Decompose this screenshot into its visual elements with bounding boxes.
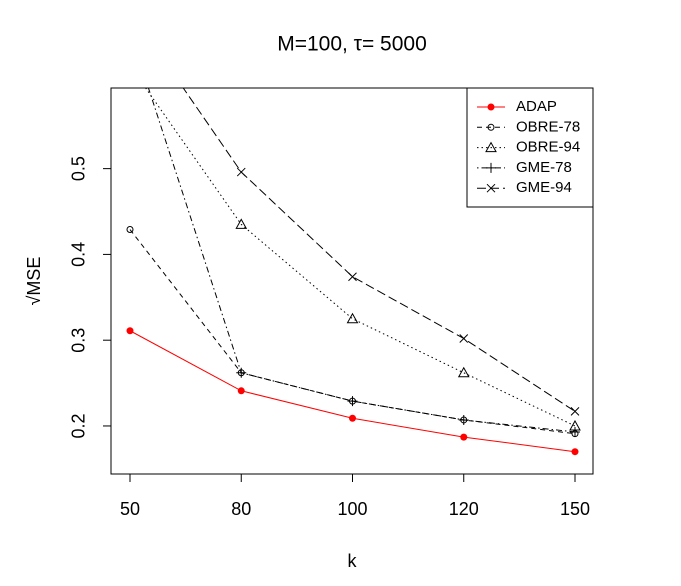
marker [236, 367, 247, 378]
x-tick-label: 80 [231, 499, 251, 519]
marker [459, 334, 469, 343]
marker [570, 426, 580, 437]
series-line [145, 88, 576, 427]
plot-area [125, 7, 581, 456]
marker [236, 167, 246, 177]
x-tick-label: 150 [560, 499, 590, 519]
marker [126, 7, 134, 15]
legend-label: OBRE-78 [516, 118, 580, 135]
x-tick-label: 100 [337, 499, 367, 519]
marker [347, 396, 358, 407]
marker [126, 226, 134, 234]
marker [485, 141, 497, 153]
marker [486, 183, 496, 193]
legend-label: GME-94 [516, 179, 572, 196]
x-axis-label: k [348, 551, 358, 571]
marker [487, 123, 495, 131]
x-tick-label: 120 [449, 499, 479, 519]
marker [457, 366, 470, 378]
legend-box [466, 87, 594, 208]
chart-title: M=100, τ= 5000 [277, 33, 427, 56]
series-line [182, 88, 576, 412]
series-line [129, 330, 576, 453]
marker [346, 312, 359, 324]
marker [125, 61, 135, 70]
marker [348, 272, 357, 282]
marker [486, 162, 496, 173]
legend: ADAP OBRE-78 OBRE-94 GME-78 GME-94 [466, 87, 594, 208]
legend-label: ADAP [516, 98, 557, 115]
legend-label: GME-78 [516, 159, 572, 176]
marker [487, 103, 495, 111]
marker [570, 407, 580, 416]
marker [125, 26, 135, 36]
series-line [129, 229, 576, 435]
marker [571, 448, 579, 456]
y-tick-label: 0.3 [69, 328, 89, 353]
marker [126, 327, 134, 335]
x-tick-label: 50 [120, 499, 140, 519]
marker [458, 414, 469, 425]
legend-label: OBRE-94 [516, 139, 580, 156]
marker [460, 433, 468, 441]
marker [349, 414, 356, 422]
y-tick-label: 0.2 [69, 413, 89, 438]
y-tick-label: 0.5 [69, 156, 89, 181]
series-line [147, 88, 576, 433]
marker [237, 387, 245, 395]
y-tick-label: 0.4 [69, 242, 89, 267]
y-axis-label: √MSE [24, 257, 44, 306]
marker [235, 218, 248, 229]
